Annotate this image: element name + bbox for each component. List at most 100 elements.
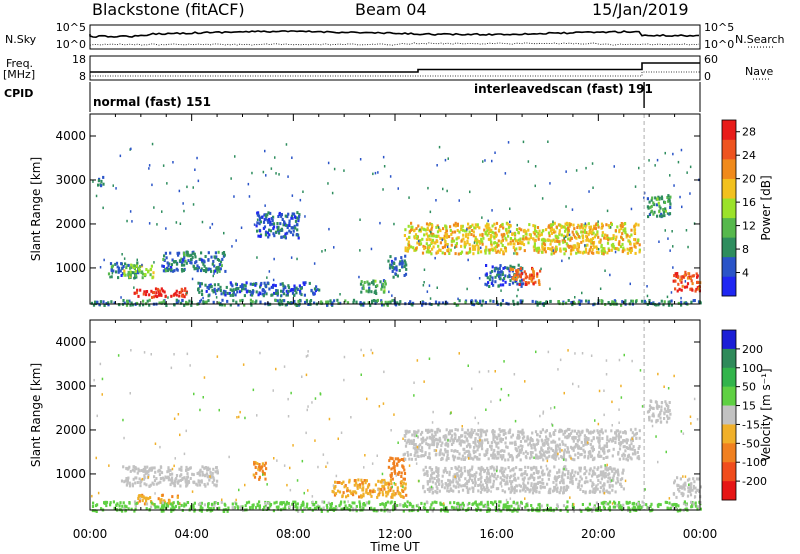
echo-cell <box>95 510 98 513</box>
echo-cell <box>564 465 567 469</box>
echo-cell <box>636 241 639 245</box>
echo-cell <box>252 473 255 477</box>
echo-cell <box>504 467 507 471</box>
echo-cell <box>600 477 603 481</box>
echo-cell <box>571 479 574 483</box>
sparse-echo <box>328 227 330 231</box>
echo-cell <box>472 440 475 444</box>
echo-cell <box>636 450 639 454</box>
echo-cell <box>421 303 424 307</box>
echo-cell <box>166 261 169 265</box>
sparse-echo <box>213 272 215 275</box>
echo-cell <box>102 175 105 179</box>
echo-cell <box>549 300 552 303</box>
echo-cell <box>340 500 343 504</box>
echo-cell <box>558 475 561 478</box>
echo-cell <box>507 466 510 469</box>
echo-cell <box>635 436 638 440</box>
echo-cell <box>415 227 418 231</box>
echo-cell <box>125 466 128 470</box>
sparse-echo <box>669 174 671 177</box>
sparse-echo <box>175 221 178 224</box>
echo-cell <box>259 466 262 470</box>
y-tick-label: 3000 <box>55 173 86 187</box>
nave-dots: ⋯⋯ <box>752 75 770 85</box>
echo-cell <box>147 269 150 273</box>
echo-cell <box>386 492 389 496</box>
echo-cell <box>515 270 518 274</box>
echo-cell <box>594 488 597 492</box>
echo-cell <box>298 215 301 219</box>
echo-cell <box>417 224 420 228</box>
echo-cell <box>275 289 278 292</box>
echo-cell <box>605 468 608 472</box>
echo-cell <box>268 506 271 510</box>
echo-cell <box>535 486 539 490</box>
echo-cell <box>488 285 491 288</box>
echo-cell <box>622 468 625 472</box>
echo-cell <box>211 480 214 484</box>
sparse-echo <box>389 175 392 178</box>
echo-cell <box>596 467 599 471</box>
echo-cell <box>478 240 481 243</box>
echo-cell <box>493 456 496 460</box>
echo-cell <box>510 504 513 508</box>
echo-cell <box>343 506 346 510</box>
echo-cell <box>552 222 555 226</box>
echo-cell <box>535 471 538 474</box>
echo-cell <box>296 288 299 291</box>
echo-cell <box>286 301 290 304</box>
echo-cell <box>634 451 637 455</box>
echo-cell <box>625 457 628 461</box>
echo-cell <box>394 482 397 486</box>
echo-cell <box>493 269 496 273</box>
echo-cell <box>472 230 475 234</box>
sparse-echo <box>447 157 449 160</box>
echo-cell <box>372 299 375 302</box>
echo-cell <box>166 470 169 474</box>
echo-cell <box>170 509 173 513</box>
echo-cell <box>545 435 548 439</box>
echo-cell <box>602 252 605 256</box>
echo-cell <box>533 489 536 493</box>
echo-cell <box>516 282 519 286</box>
echo-cell <box>352 490 355 494</box>
sparse-echo <box>201 220 204 224</box>
echo-cell <box>582 239 585 243</box>
echo-cell <box>547 471 550 475</box>
echo-cell <box>670 299 673 303</box>
echo-cell <box>208 284 211 287</box>
echo-cell <box>460 434 463 438</box>
echo-cell <box>192 473 195 477</box>
echo-cell <box>529 488 532 492</box>
echo-cell <box>426 474 429 477</box>
echo-cell <box>402 453 405 457</box>
sparse-echo <box>382 188 384 191</box>
echo-cell <box>110 265 113 269</box>
sparse-echo <box>684 280 687 283</box>
sparse-echo <box>436 286 438 289</box>
echo-cell <box>474 484 477 487</box>
echo-cell <box>326 303 329 307</box>
echo-cell <box>371 299 374 303</box>
echo-cell <box>410 221 413 225</box>
echo-cell <box>562 481 565 485</box>
echo-cell <box>484 433 488 437</box>
echo-cell <box>484 248 487 252</box>
echo-cell <box>131 484 134 488</box>
echo-cell <box>587 438 590 442</box>
echo-cell <box>323 500 326 504</box>
echo-cell <box>501 478 504 482</box>
echo-cell <box>389 265 392 269</box>
echo-cell <box>500 509 503 513</box>
echo-cell <box>650 502 653 506</box>
echo-cell <box>251 300 254 304</box>
echo-cell <box>421 237 424 241</box>
echo-cell <box>521 278 524 282</box>
echo-cell <box>447 432 450 436</box>
echo-cell <box>480 237 483 241</box>
sparse-echo <box>591 162 594 165</box>
echo-cell <box>258 500 261 504</box>
echo-cell <box>435 437 438 441</box>
echo-cell <box>605 237 608 240</box>
